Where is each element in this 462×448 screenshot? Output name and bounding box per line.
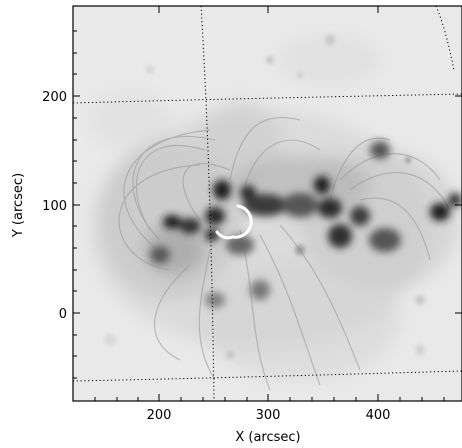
x-axis (94, 6, 445, 401)
x-axis-label: X (arcsec) (235, 430, 300, 445)
fine-structure (104, 35, 425, 359)
y-tick-label: 0 (59, 307, 67, 322)
x-tick-label: 200 (147, 408, 172, 423)
y-tick-label: 200 (42, 90, 67, 105)
x-tick-label: 300 (256, 408, 281, 423)
grid-lines (73, 6, 462, 401)
diffuse-corona (90, 35, 460, 380)
y-tick-label: 100 (42, 199, 67, 214)
y-axis (73, 30, 462, 379)
active-region (150, 141, 462, 308)
coronal-loops (118, 116, 451, 391)
x-tick-label: 400 (366, 408, 391, 423)
y-axis-label: Y (arcsec) (11, 173, 26, 238)
marker-arc (215, 204, 253, 240)
solar-image (73, 6, 462, 401)
